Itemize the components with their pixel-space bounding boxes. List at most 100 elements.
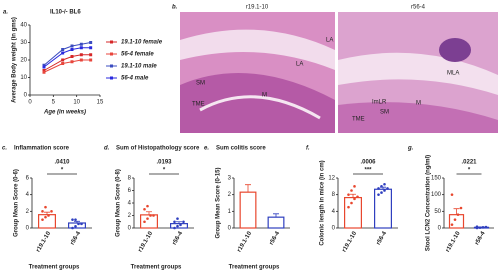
data-point (453, 218, 457, 221)
legend-label: 19.1-10 female (121, 40, 163, 46)
y-tick-label: 150 (431, 176, 442, 182)
x-axis-label: Age (in weeks) (43, 110, 86, 116)
data-point (71, 226, 74, 230)
panel-letter: g. (407, 146, 414, 152)
data-point (350, 201, 353, 205)
panel-letter: c. (2, 146, 7, 152)
legend-label: 56-4 female (121, 52, 154, 58)
data-point (353, 197, 356, 201)
x-tick-label: r56-4 (474, 230, 487, 246)
y-tick-label: 30 (20, 40, 27, 46)
y-tick-label: 0 (332, 226, 336, 232)
data-point (44, 215, 47, 219)
p-value: .0410 (54, 160, 70, 166)
y-tick-label: 6 (26, 176, 30, 182)
significance-stars: * (163, 168, 166, 174)
marker (70, 48, 74, 51)
y-tick-label: 50 (434, 209, 441, 215)
panel-title: Inflammation score (14, 146, 70, 152)
bar (239, 191, 257, 229)
bar (67, 222, 86, 229)
data-point (377, 187, 380, 190)
data-point (353, 185, 356, 188)
y-tick-label: 8 (128, 176, 132, 182)
tissue-label: TME (352, 117, 365, 123)
y-tick-label: 4 (26, 192, 30, 198)
tissue-nodule (439, 38, 471, 62)
data-point (149, 214, 152, 217)
error-bar (245, 184, 251, 193)
legend-label: 56-4 male (121, 76, 149, 82)
y-tick-label: 6 (128, 188, 132, 194)
data-point (386, 187, 389, 190)
marker (61, 48, 65, 51)
panel-letter: b. (172, 5, 178, 11)
data-point (347, 205, 350, 209)
data-point (47, 214, 50, 217)
data-point (383, 189, 386, 192)
data-point (80, 222, 83, 226)
data-point (380, 185, 383, 188)
data-point (347, 193, 350, 196)
data-point (356, 195, 359, 199)
y-tick-label: 0 (228, 226, 232, 232)
y-axis-label: Colonic length in mice (in cm) (320, 160, 326, 245)
x-tick-label: r19.1-10 (138, 230, 155, 253)
tissue-layer (338, 102, 498, 133)
data-point (380, 191, 383, 194)
data-point (146, 204, 149, 208)
data-point (383, 182, 386, 186)
x-tick-label: r19.1-10 (342, 230, 359, 253)
marker (70, 55, 74, 58)
tissue-label: MLA (447, 71, 459, 77)
marker (42, 70, 46, 74)
x-axis-label: Treatment groups (229, 265, 280, 271)
marker (79, 58, 83, 62)
bar (37, 214, 56, 229)
x-axis-label: Treatment groups (29, 265, 80, 271)
x-tick-label: 15 (97, 100, 104, 106)
data-point (74, 218, 77, 221)
bar (374, 188, 393, 229)
x-tick-label: 0 (28, 100, 32, 106)
data-point (146, 217, 149, 220)
x-tick-label: r19.1-10 (445, 230, 462, 253)
data-point (484, 225, 488, 229)
bar (140, 214, 159, 229)
x-tick-label: r19.1-10 (36, 230, 53, 253)
marker (89, 41, 93, 44)
panel-title: IL10-/- BL6 (50, 10, 81, 16)
x-tick-label: r19.1-10 (237, 230, 254, 253)
marker (42, 65, 46, 69)
data-point (377, 193, 380, 196)
data-point (478, 226, 482, 229)
tissue-label: LA (296, 62, 303, 68)
series-line (43, 47, 91, 68)
y-axis-label: Stool LCN2 Concentration (ng/ml) (426, 155, 432, 251)
error-bar (74, 220, 80, 223)
y-tick-label: 2 (26, 209, 30, 215)
data-point (44, 205, 47, 209)
panel-title: Sum colitis score (216, 146, 266, 152)
p-value: .0221 (461, 160, 477, 166)
data-point (41, 218, 44, 221)
x-tick-label: 10 (73, 100, 80, 106)
data-point (475, 225, 479, 228)
marker (89, 58, 93, 62)
panel-letter: f. (306, 146, 310, 152)
y-tick-label: 20 (20, 58, 27, 64)
y-tick-label: 0 (26, 226, 30, 232)
p-value: .0006 (360, 160, 376, 166)
error-bar (176, 221, 182, 224)
image-title: r19.1-10 (246, 5, 269, 11)
data-point (450, 223, 454, 226)
tissue-label: ImLR (372, 100, 387, 106)
y-tick-label: 100 (431, 192, 442, 198)
tissue-label: SM (196, 81, 205, 87)
data-point (143, 207, 146, 211)
data-point (173, 226, 176, 230)
y-tick-label: 4 (332, 209, 336, 215)
image-title: r56-4 (411, 5, 426, 11)
y-tick-label: 2 (228, 192, 232, 198)
tissue-layer (199, 95, 321, 120)
